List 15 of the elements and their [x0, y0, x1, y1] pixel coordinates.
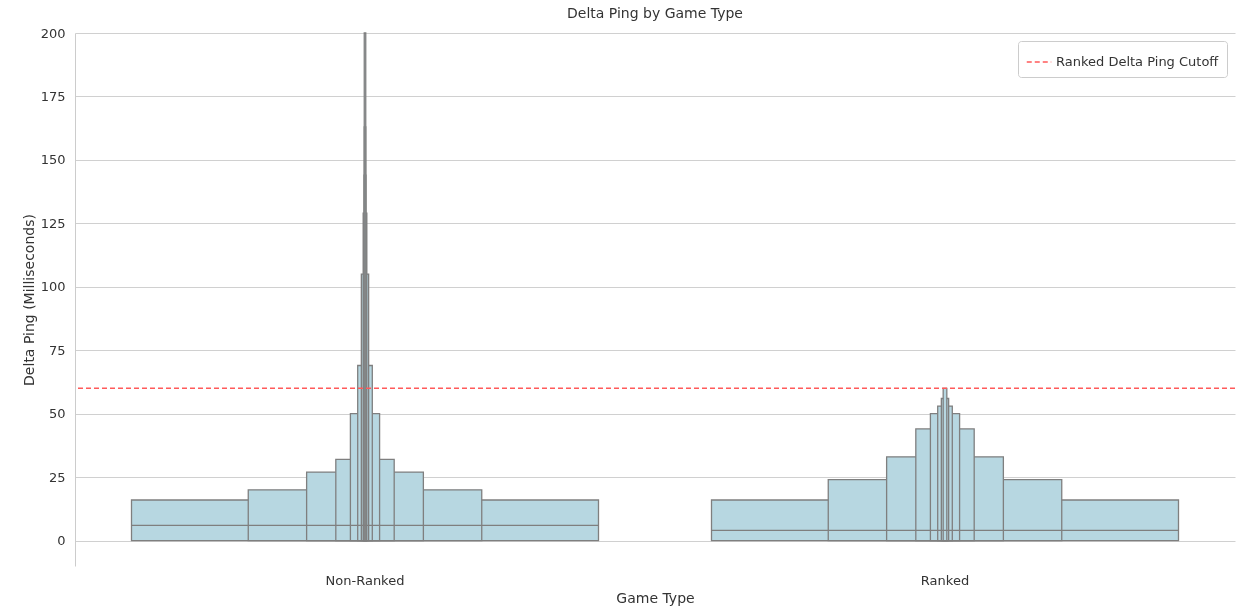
y-tick-label: 200	[40, 25, 66, 41]
y-tick-label: 175	[40, 88, 66, 104]
y-tick-label: 0	[57, 533, 66, 549]
x-tick-label: Ranked	[920, 572, 970, 588]
y-tick-label: 25	[48, 469, 66, 485]
chart-title: Delta Ping by Game Type	[567, 5, 743, 21]
y-axis-title: Delta Ping (Milliseconds)	[20, 214, 37, 386]
y-tick-label: 150	[40, 152, 66, 168]
y-tick-label: 50	[48, 406, 66, 422]
y-tick-label: 125	[40, 215, 66, 231]
y-tick-label: 100	[40, 279, 66, 295]
x-axis-title: Game Type	[616, 589, 695, 606]
x-tick-label: Non-Ranked	[325, 572, 405, 588]
legend-label: Ranked Delta Ping Cutoff	[1056, 54, 1220, 69]
y-tick-label: 75	[48, 342, 66, 358]
